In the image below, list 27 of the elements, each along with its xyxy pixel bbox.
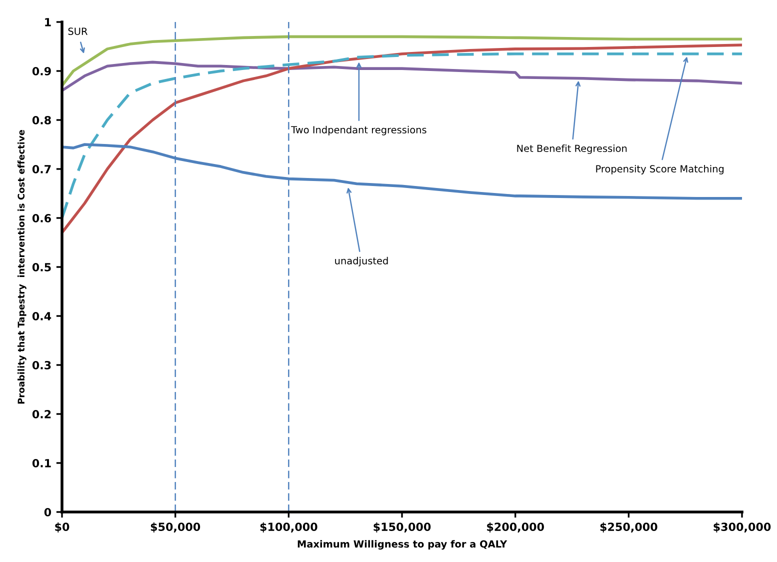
x-tick-label: $50,000 <box>150 522 200 532</box>
y-tick-label: 0.8 <box>32 116 51 124</box>
y-axis-title: Proability that Tapestry intervention is Cost effective <box>18 130 26 404</box>
y-tick-label: 0.6 <box>32 214 51 222</box>
annotation: Two Indpendant regressions <box>291 126 426 136</box>
y-tick-label: 0.1 <box>32 458 51 468</box>
y-tick-label: 0.5 <box>32 262 51 272</box>
y-tick-label: 0.3 <box>32 360 51 370</box>
line-series <box>62 60 742 92</box>
line-series <box>62 35 742 88</box>
x-tick-label: $250,000 <box>600 522 658 532</box>
y-tick-label: 0.4 <box>32 312 52 320</box>
y-tick-label: 1 <box>45 18 51 26</box>
y-tick-label: 0.9 <box>32 66 51 76</box>
annotation: Net Benefit Regression <box>517 144 627 154</box>
y-tick-label: 0 <box>44 508 52 516</box>
x-tick-label: $150,000 <box>374 522 431 532</box>
x-tick-label: $100,000 <box>260 522 318 532</box>
y-tick-label: 0.7 <box>32 164 51 174</box>
x-tick-label: $200,000 <box>487 522 544 532</box>
x-axis-title: Maximum Willigness to pay for a QALY <box>298 540 508 550</box>
x-tick-label: $0 <box>55 522 70 532</box>
x-tick-label: $300,000 <box>714 522 771 532</box>
annotation: Propensity Score Matching <box>596 164 724 174</box>
annotation: unadjusted <box>335 256 388 266</box>
y-tick-label: 0.2 <box>32 410 51 418</box>
annotation: SUR <box>68 28 88 35</box>
